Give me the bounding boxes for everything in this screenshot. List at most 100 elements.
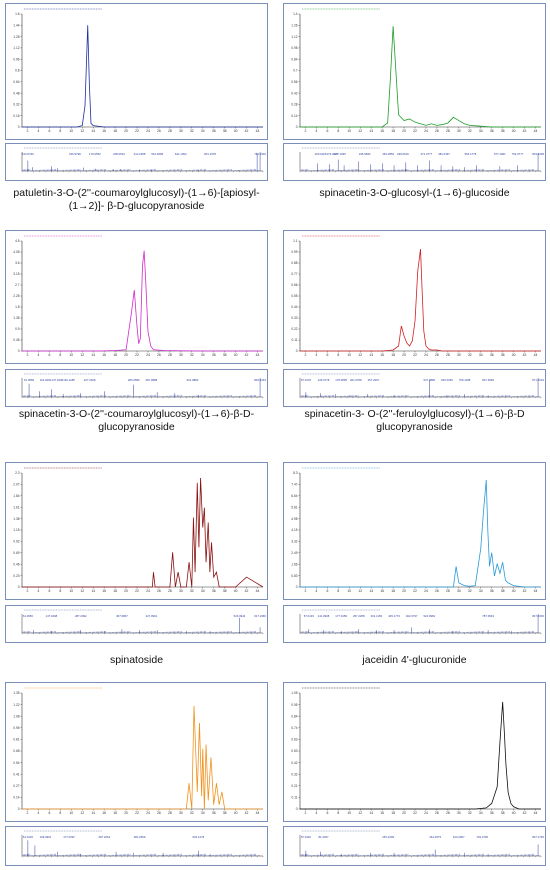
chromatogram-axes [21,14,263,128]
x-tick-label: 40 [512,811,516,815]
ms-peak-label: 461.0979 [429,835,441,839]
x-tick-label: 44 [256,811,260,815]
ms-peak-label: 179.0552 [89,152,101,156]
x-tick-label: 36 [490,589,494,593]
y-tick-label: 0.64 [13,80,19,84]
x-tick-label: 20 [402,589,406,593]
compound-caption-5: spinatoside [5,654,268,667]
x-tick-label: 32 [468,811,472,815]
chromatogram-svg-7: 2 4 6 8 10 12 14 16 18 20 22 24 26 28 30 32 34 36 38 40 42 44… [13,685,263,815]
x-tick-label: 26 [435,353,439,357]
x-tick-label: 14 [91,129,95,133]
ms-peak-label: 61.0584 [24,378,35,382]
x-tick-label: 8 [59,353,61,357]
ms-peak-label: 641.1094 [175,152,187,156]
x-tick-label: 34 [201,353,205,357]
ms-peak-label: 367.0867 [116,614,128,618]
y-tick-label: 0.48 [13,91,19,95]
chromatogram-svg-3: 2 4 6 8 10 12 14 16 18 20 22 24 26 28 30 32 34 36 38 40 42 44… [13,233,263,357]
x-tick-label: 22 [413,811,417,815]
x-tick-label: 20 [124,589,128,593]
x-tick-label: 38 [501,129,505,133]
y-tick-label: 1.26 [291,24,297,28]
chromatogram-axes [299,14,541,128]
ms-peak-label: 283.0586 [128,378,140,382]
ms-peak-label: 81.0037 [318,835,329,839]
x-tick-label: 34 [201,129,205,133]
x-tick-label: 38 [223,353,227,357]
y-tick-label: 1.12 [291,35,297,39]
y-tick-label: 0 [296,585,298,589]
y-tick-label: 1.28 [13,35,19,39]
x-tick-label: 20 [402,353,406,357]
ms-peak-label: 203.0026 [315,152,327,156]
trace-header-bar [22,465,112,470]
x-tick-label: 26 [157,811,161,815]
chromatogram-panel-1: 2 4 6 8 10 12 14 16 18 20 22 24 26 28 30 32 34 36 38 40 42 44… [5,3,268,140]
x-tick-label: 24 [424,811,428,815]
y-tick-label: 0.46 [13,562,19,566]
y-tick-label: 0.33 [291,316,297,320]
x-tick-label: 16 [380,589,384,593]
x-tick-label: 12 [358,811,362,815]
x-tick-label: 44 [256,353,260,357]
y-tick-label: 0.88 [291,261,297,265]
x-tick-label: 12 [80,353,84,357]
y-tick-label: 0.84 [291,57,297,61]
x-tick-label: 6 [326,129,328,133]
mass-spectrum-svg-3: 61.0584 119.0494 147.0448 181.1188 227.2028 2… [21,373,266,399]
caption-line-2: glucopyranoside [98,421,175,433]
x-tick-label: 26 [435,589,439,593]
mass-spectrum-svg-1: 103.0790 166.9798 179.0552 208.0504 414.2488… [21,147,266,173]
ms-peak-label: 287.2209 [382,835,394,839]
x-tick-label: 22 [135,589,139,593]
chromatogram-axes [299,693,541,810]
ms-peak-label: 803.2208 [532,152,544,156]
y-tick-label: 0.22 [291,327,297,331]
x-tick-label: 32 [190,811,194,815]
mass-spectrum-svg-8: 57.0192 81.0037 287.2209 461.0979 613.2967 74… [299,830,544,858]
x-tick-label: 14 [369,811,373,815]
ms-peak-label: 109.0961 [40,835,52,839]
y-tick-label: 0.74 [291,726,297,730]
x-tick-label: 10 [347,353,351,357]
x-tick-label: 6 [326,811,328,815]
chromatogram-svg-4: 2 4 6 8 10 12 14 16 18 20 22 24 26 28 30 32 34 36 38 40 42 44… [291,233,541,357]
x-tick-label: 32 [468,129,472,133]
y-tick-label: 0.14 [13,796,19,800]
y-tick-label: 1.61 [13,505,19,509]
x-tick-label: 2 [305,589,307,593]
x-tick-label: 36 [212,811,216,815]
ms-peak-label: 177.0397 [63,835,75,839]
ms-noise-lines [23,168,260,171]
ms-noise-lines [23,853,260,856]
ms-peak-label: 827.3599 [482,378,494,382]
x-tick-label: 44 [534,353,538,357]
y-tick-label: 4.05 [13,250,19,254]
x-tick-label: 26 [435,811,439,815]
x-tick-label: 20 [402,811,406,815]
x-tick-label: 30 [457,811,461,815]
ms-peak-label: 227.2028 [84,378,96,382]
y-tick-label: 2.07 [13,483,19,487]
x-tick-label: 40 [512,353,516,357]
ms-peak-label: 57.0192 [301,835,312,839]
compound-caption-1: patuletin-3-O-(2''-coumaroylglucosyl)-(1… [5,187,268,213]
x-tick-label: 26 [157,589,161,593]
x-tick-label: 24 [146,129,150,133]
y-tick-label: 0 [18,585,20,589]
compound-caption-4: spinacetin-3- O-(2''-feruloylglucosyl)-(… [283,408,546,434]
y-tick-label: 0 [296,807,298,811]
ms-peak-label: 147.0448 [51,378,63,382]
ms-axes [299,835,541,857]
x-tick-label: 16 [102,353,106,357]
y-tick-label: 6.64 [291,494,297,498]
ms-peak-label: 481.0497 [438,152,450,156]
x-tick-label: 28 [446,589,450,593]
x-tick-label: 10 [69,129,73,133]
x-tick-label: 4 [315,129,317,133]
ms-peak-label: 97.0178 [301,378,312,382]
x-tick-label: 8 [59,129,61,133]
y-tick-label: 0.32 [291,772,297,776]
